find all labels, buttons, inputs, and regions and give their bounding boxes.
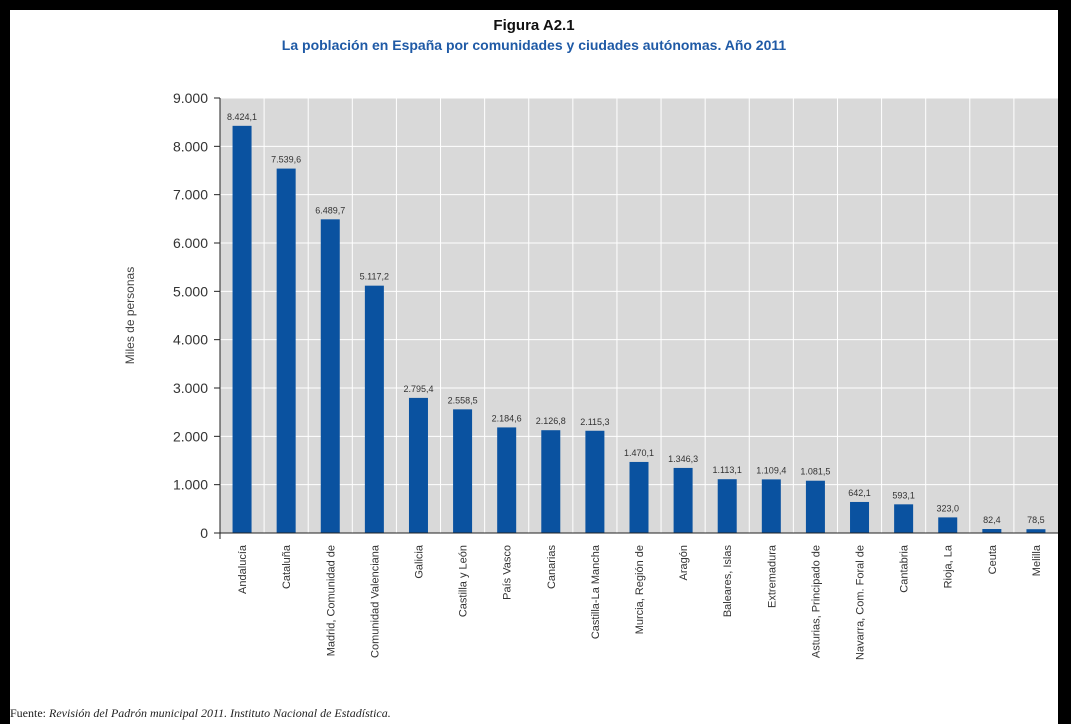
- bar-9: [629, 461, 649, 533]
- chart-title: Figura A2.1: [493, 17, 575, 34]
- category-label: Galicia: [413, 544, 425, 579]
- bar-8: [585, 430, 605, 533]
- category-label: Melilla: [1031, 544, 1043, 576]
- value-label: 6.489,7: [315, 205, 345, 215]
- category-label: Cantabria: [899, 544, 911, 593]
- bar-4: [408, 397, 428, 533]
- value-label: 2.184,6: [492, 413, 522, 423]
- category-label: Cataluña: [281, 544, 293, 589]
- bar-10: [673, 467, 693, 533]
- value-label: 78,5: [1027, 515, 1045, 525]
- bar-3: [364, 285, 384, 533]
- y-tick-label: 8.000: [173, 138, 208, 154]
- plot-background: [220, 98, 1058, 533]
- labels: 0 1.000 2.000 3.000 4.000 5.000 6.000 7.000 8.00…: [123, 90, 1045, 660]
- category-label: Extremadura: [766, 544, 778, 608]
- source-text: Revisión del Padrón municipal 2011. Inst…: [49, 706, 391, 720]
- bar-18: [1026, 529, 1046, 533]
- value-label: 323,0: [936, 503, 959, 513]
- bar-2: [320, 219, 340, 533]
- y-tick-label: 1.000: [173, 477, 208, 493]
- category-label: Madrid, Comunidad de: [325, 545, 337, 656]
- source-prefix: Fuente:: [10, 706, 49, 720]
- value-label: 593,1: [892, 490, 915, 500]
- source-note: Fuente: Revisión del Padrón municipal 20…: [10, 706, 391, 721]
- chart-subtitle: La población en España por comunidades y…: [281, 37, 787, 53]
- y-tick-label: 2.000: [173, 428, 208, 444]
- bar-13: [805, 480, 825, 533]
- category-label: Asturias, Principado de: [810, 545, 822, 658]
- value-label: 8.424,1: [227, 112, 257, 122]
- bars: [232, 125, 1046, 533]
- value-label: 82,4: [983, 515, 1001, 525]
- bar-1: [276, 168, 296, 533]
- category-label: Murcia, Región de: [634, 545, 646, 634]
- bar-12: [761, 479, 781, 533]
- category-label: País Vasco: [502, 545, 514, 600]
- plot-area: [220, 98, 1058, 533]
- category-label: Comunidad Valenciana: [369, 544, 381, 658]
- value-label: 2.558,5: [448, 395, 478, 405]
- gridlines: [220, 97, 1058, 533]
- bar-0: [232, 125, 252, 533]
- category-label: Rioja, La: [943, 544, 955, 588]
- value-label: 2.115,3: [580, 417, 609, 427]
- value-label: 1.081,5: [800, 467, 830, 477]
- y-tick-label: 5.000: [173, 283, 208, 299]
- category-label: Ceuta: [987, 544, 999, 574]
- y-tick-label: 9.000: [173, 90, 208, 106]
- axes: [214, 97, 1058, 539]
- y-tick-label: 0: [200, 525, 208, 541]
- bar-6: [497, 427, 517, 533]
- bar-5: [453, 409, 473, 533]
- category-label: Canarias: [546, 545, 558, 590]
- bar-chart: 0 1.000 2.000 3.000 4.000 5.000 6.000 7.000 8.00…: [123, 90, 1058, 660]
- bar-14: [850, 501, 870, 533]
- value-label: 1.346,3: [668, 454, 698, 464]
- value-label: 1.109,4: [756, 465, 786, 475]
- bar-11: [717, 479, 737, 533]
- figure-frame: Figura A2.1 La población en España por c…: [10, 10, 1058, 724]
- value-label: 5.117,2: [360, 272, 389, 282]
- value-label: 1.113,1: [713, 465, 742, 475]
- category-label: Aragón: [678, 545, 690, 580]
- y-tick-label: 6.000: [173, 235, 208, 251]
- category-label: Castilla-La Mancha: [590, 544, 602, 639]
- value-label: 1.470,1: [624, 448, 654, 458]
- value-label: 2.795,4: [403, 384, 433, 394]
- bar-17: [982, 529, 1002, 533]
- value-label: 2.126,8: [536, 416, 566, 426]
- bar-7: [541, 430, 561, 533]
- y-tick-label: 7.000: [173, 187, 208, 203]
- value-label: 642,1: [848, 488, 871, 498]
- y-axis-title: Miles de personas: [123, 267, 137, 364]
- category-label: Andalucía: [237, 544, 249, 594]
- value-label: 7.539,6: [271, 155, 301, 165]
- bar-15: [894, 504, 914, 533]
- category-label: Navarra, Com. Foral de: [855, 545, 867, 660]
- y-tick-label: 4.000: [173, 332, 208, 348]
- bar-16: [938, 517, 958, 533]
- y-tick-label: 3.000: [173, 380, 208, 396]
- category-label: Baleares, Islas: [722, 545, 734, 618]
- category-label: Castilla y León: [458, 545, 470, 617]
